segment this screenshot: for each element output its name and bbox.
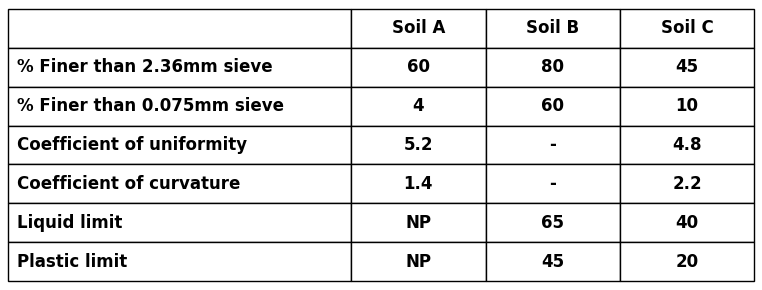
Text: 80: 80 bbox=[541, 58, 564, 76]
Text: NP: NP bbox=[405, 253, 431, 271]
Bar bbox=[485, 242, 620, 281]
Bar bbox=[351, 203, 485, 242]
Text: 1.4: 1.4 bbox=[404, 175, 433, 193]
Bar bbox=[8, 164, 351, 203]
Text: 10: 10 bbox=[676, 97, 699, 115]
Text: 4.8: 4.8 bbox=[672, 136, 702, 154]
Text: 2.2: 2.2 bbox=[672, 175, 702, 193]
Text: Soil A: Soil A bbox=[392, 19, 445, 37]
Text: Coefficient of uniformity: Coefficient of uniformity bbox=[17, 136, 247, 154]
Text: Plastic limit: Plastic limit bbox=[17, 253, 127, 271]
Bar bbox=[620, 87, 754, 126]
Bar bbox=[351, 242, 485, 281]
Text: -: - bbox=[549, 175, 556, 193]
Text: 5.2: 5.2 bbox=[404, 136, 433, 154]
Text: 45: 45 bbox=[541, 253, 565, 271]
Text: Liquid limit: Liquid limit bbox=[17, 214, 122, 232]
Bar bbox=[8, 242, 351, 281]
Bar bbox=[620, 242, 754, 281]
Bar bbox=[351, 164, 485, 203]
Text: 60: 60 bbox=[541, 97, 564, 115]
Bar bbox=[351, 87, 485, 126]
Text: -: - bbox=[549, 136, 556, 154]
Bar bbox=[620, 203, 754, 242]
Bar bbox=[8, 126, 351, 164]
Bar bbox=[485, 48, 620, 87]
Bar bbox=[620, 48, 754, 87]
Bar bbox=[485, 9, 620, 48]
Text: Soil B: Soil B bbox=[527, 19, 579, 37]
Text: % Finer than 2.36mm sieve: % Finer than 2.36mm sieve bbox=[17, 58, 272, 76]
Bar bbox=[485, 164, 620, 203]
Bar bbox=[485, 126, 620, 164]
Bar bbox=[485, 87, 620, 126]
Text: 20: 20 bbox=[676, 253, 699, 271]
Bar bbox=[8, 203, 351, 242]
Text: 65: 65 bbox=[541, 214, 564, 232]
Text: Coefficient of curvature: Coefficient of curvature bbox=[17, 175, 240, 193]
Bar bbox=[8, 87, 351, 126]
Text: Soil C: Soil C bbox=[661, 19, 713, 37]
Bar bbox=[8, 48, 351, 87]
Text: 45: 45 bbox=[676, 58, 699, 76]
Text: 60: 60 bbox=[407, 58, 430, 76]
Bar bbox=[351, 126, 485, 164]
Bar bbox=[620, 126, 754, 164]
Bar bbox=[351, 9, 485, 48]
Text: 40: 40 bbox=[676, 214, 699, 232]
Bar bbox=[620, 9, 754, 48]
Bar bbox=[351, 48, 485, 87]
Bar bbox=[485, 203, 620, 242]
Text: NP: NP bbox=[405, 214, 431, 232]
Text: 4: 4 bbox=[412, 97, 424, 115]
Text: % Finer than 0.075mm sieve: % Finer than 0.075mm sieve bbox=[17, 97, 283, 115]
Bar bbox=[8, 9, 351, 48]
Bar bbox=[620, 164, 754, 203]
